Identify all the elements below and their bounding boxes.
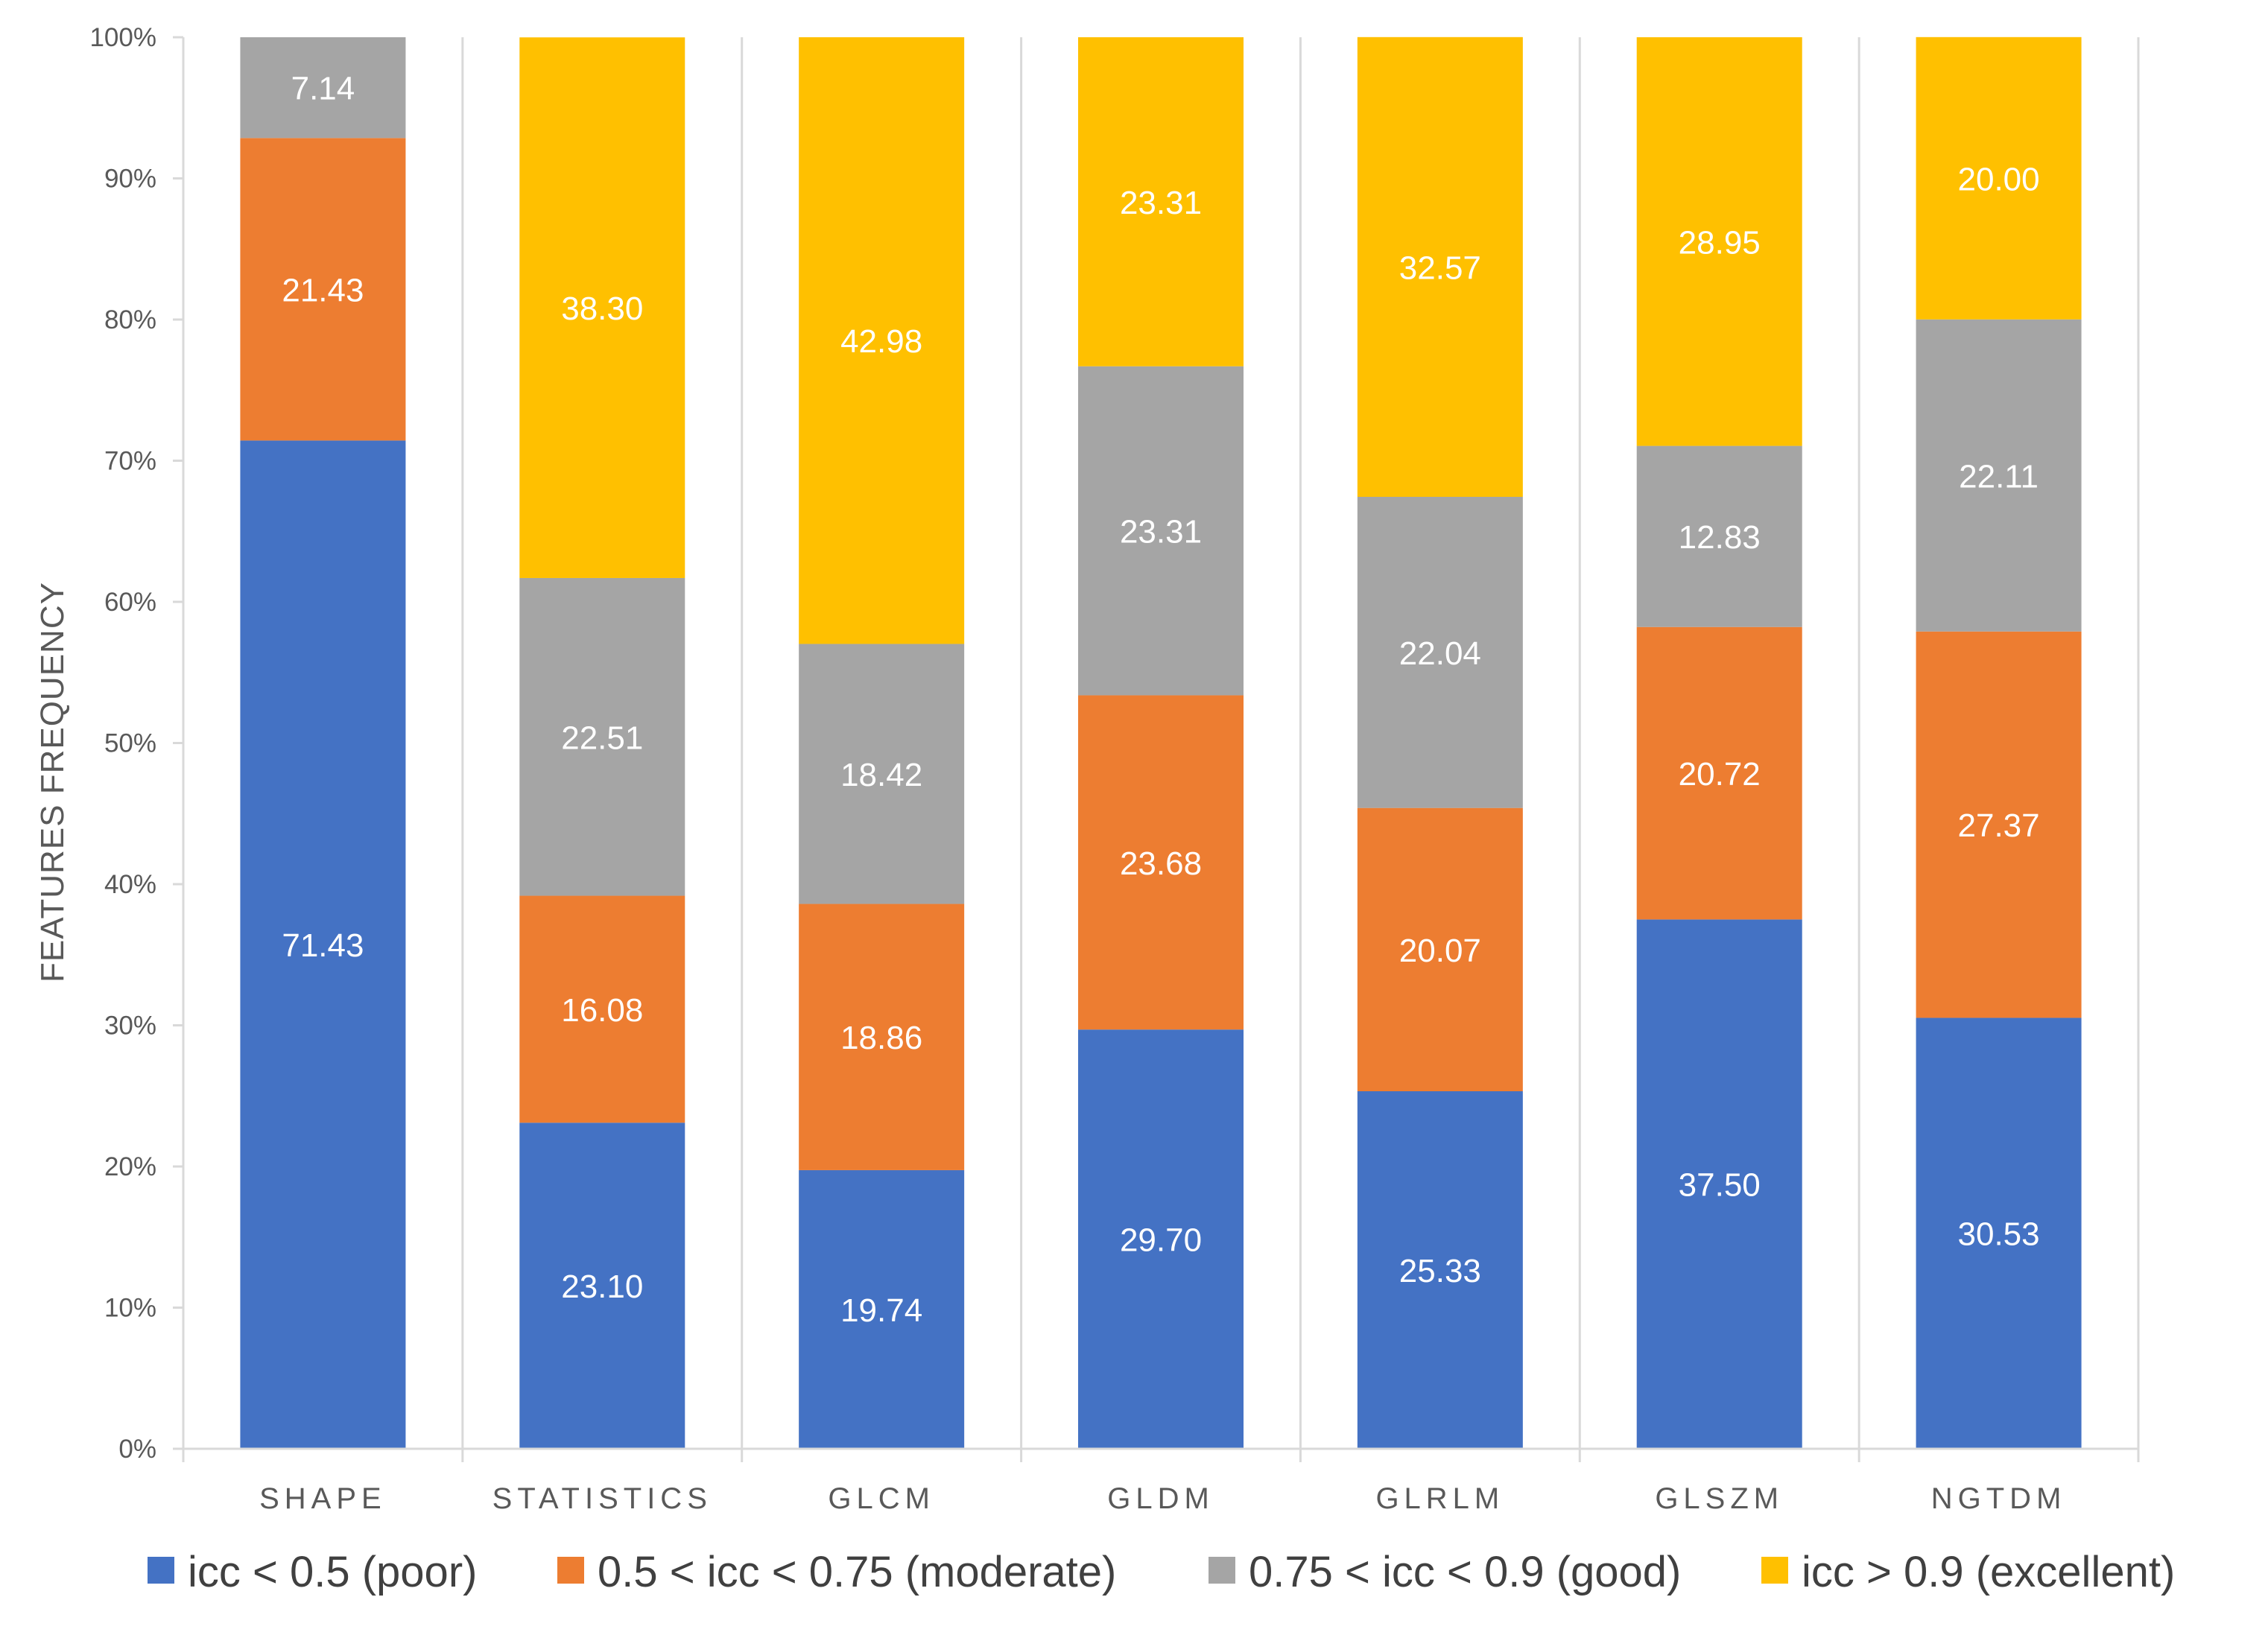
data-label: 23.31	[1120, 185, 1202, 221]
x-tick-label: GLCM	[828, 1482, 935, 1515]
data-label: 16.08	[561, 992, 643, 1029]
data-label: 42.98	[840, 323, 922, 360]
bar-segment	[1357, 36, 1523, 498]
bar-segment	[519, 577, 685, 896]
data-label: 27.37	[1958, 807, 2040, 844]
bar-segment	[1916, 319, 2082, 632]
legend-label: icc > 0.9 (excellent)	[1802, 1548, 2175, 1596]
bar-segment	[240, 440, 406, 1449]
data-label: 29.70	[1120, 1222, 1202, 1259]
bar-segment	[799, 904, 965, 1170]
bar-segment	[519, 895, 685, 1123]
bar-segment	[1078, 366, 1244, 696]
legend-label: 0.75 < icc < 0.9 (good)	[1249, 1548, 1681, 1596]
bar-segment	[1357, 807, 1523, 1091]
bar-segment	[240, 37, 406, 139]
data-label: 38.30	[561, 291, 643, 327]
data-label: 22.04	[1399, 635, 1481, 672]
y-axis-title: FEATURES FREQUENCY	[34, 582, 71, 982]
data-label: 22.51	[561, 720, 643, 756]
bar-segment	[519, 37, 685, 578]
bar-segment	[1636, 626, 1802, 920]
data-label: 7.14	[291, 71, 355, 107]
data-label: 22.11	[1959, 458, 2039, 495]
legend-swatch	[1761, 1557, 1788, 1584]
data-label: 23.31	[1120, 514, 1202, 550]
data-labels: 71.43 21.43 7.14 23.10 16.08 22.51 38.30 19.74 1…	[282, 71, 2039, 1329]
data-label: 20.72	[1679, 756, 1761, 793]
data-label: 21.43	[282, 272, 364, 308]
y-tick-label: 10%	[104, 1294, 156, 1323]
legend-label: icc < 0.5 (poor)	[188, 1548, 477, 1596]
bar-segment	[1078, 695, 1244, 1030]
y-tick-label: 100%	[89, 23, 156, 52]
y-tick-label: 60%	[104, 588, 156, 617]
bar-segment	[799, 37, 965, 644]
bar-segment	[1916, 1017, 2082, 1449]
data-label: 28.95	[1679, 224, 1761, 261]
legend-swatch	[148, 1557, 174, 1584]
bar-segment	[799, 644, 965, 904]
legend-label: 0.5 < icc < 0.75 (moderate)	[598, 1548, 1116, 1596]
bar-segment	[1357, 1090, 1523, 1449]
bar-segment	[519, 1123, 685, 1449]
bar-segment	[1636, 37, 1802, 446]
bar-segment	[1916, 36, 2082, 320]
data-label: 18.86	[840, 1020, 922, 1056]
y-tick-label: 70%	[104, 447, 156, 476]
legend-swatch	[557, 1557, 584, 1584]
y-tick-label: 80%	[104, 305, 156, 334]
data-label: 32.57	[1399, 250, 1481, 286]
legend: icc < 0.5 (poor) 0.5 < icc < 0.75 (modera…	[148, 1548, 2175, 1596]
data-label: 23.68	[1120, 845, 1202, 882]
y-tick-label: 0%	[118, 1435, 156, 1464]
data-label: 18.42	[840, 757, 922, 793]
x-tick-label: STATISTICS	[492, 1482, 712, 1515]
data-label: 37.50	[1679, 1167, 1761, 1204]
y-tick-label: 40%	[104, 870, 156, 899]
bar-segment	[1636, 919, 1802, 1449]
data-label: 12.83	[1679, 519, 1761, 556]
x-tick-label: NGTDM	[1931, 1482, 2067, 1515]
bars	[240, 36, 2082, 1449]
data-label: 71.43	[282, 927, 364, 964]
grid	[182, 37, 2140, 1462]
bar-segment	[1357, 497, 1523, 808]
data-label: 19.74	[840, 1292, 922, 1329]
x-tick-label: GLSZM	[1655, 1482, 1784, 1515]
bar-segment	[1916, 631, 2082, 1018]
data-label: 25.33	[1399, 1253, 1481, 1289]
y-tick-label: 90%	[104, 165, 156, 194]
data-label: 30.53	[1958, 1216, 2040, 1253]
y-tick-label: 50%	[104, 729, 156, 758]
axes: 0% 10% 20% 30% 40% 50% 60% 70% 80% 90% 100% SHAPE ST…	[89, 23, 2138, 1515]
data-label: 20.00	[1958, 161, 2040, 197]
x-tick-label: GLDM	[1107, 1482, 1214, 1515]
x-tick-label: SHAPE	[259, 1482, 387, 1515]
legend-swatch	[1209, 1557, 1235, 1584]
data-label: 23.10	[561, 1269, 643, 1305]
data-label: 20.07	[1399, 933, 1481, 969]
bar-segment	[1078, 1029, 1244, 1449]
bar-segment	[1078, 37, 1244, 366]
bar-segment	[799, 1169, 965, 1449]
y-tick-label: 30%	[104, 1012, 156, 1041]
bar-segment	[240, 138, 406, 441]
y-tick-label: 20%	[104, 1152, 156, 1181]
x-tick-label: GLRLM	[1375, 1482, 1504, 1515]
bar-segment	[1636, 445, 1802, 627]
